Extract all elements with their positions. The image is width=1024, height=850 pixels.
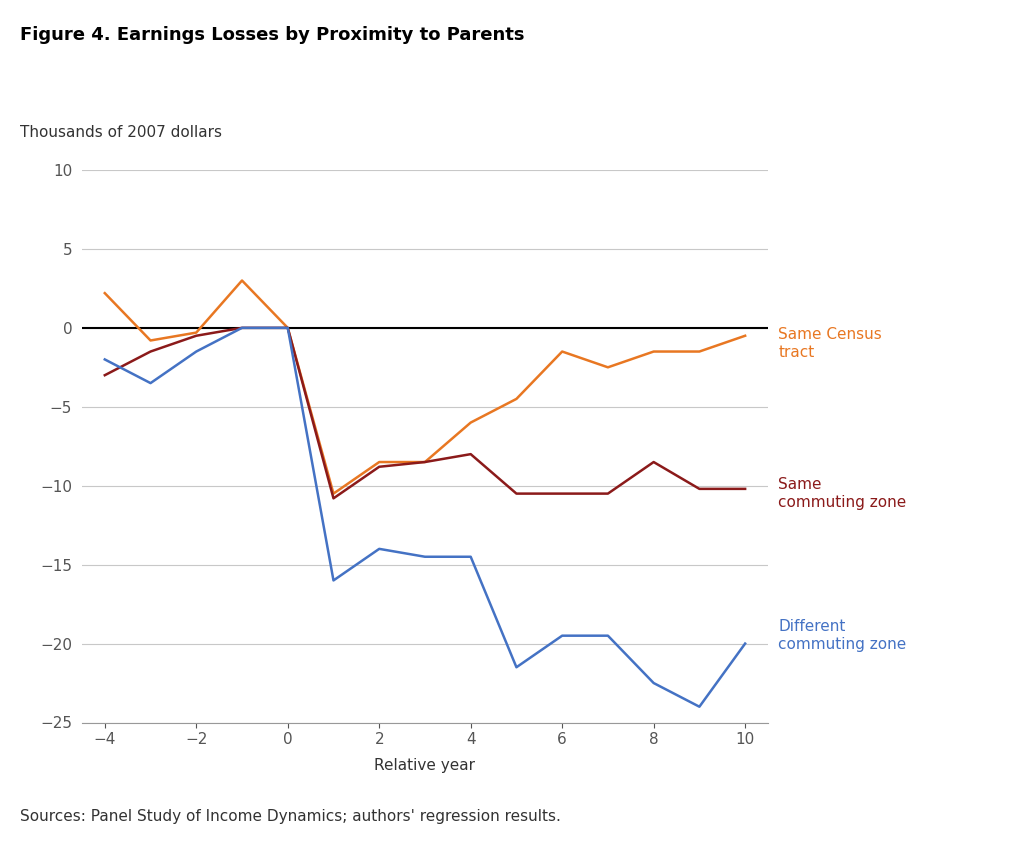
Text: Same Census
tract: Same Census tract <box>778 327 882 360</box>
Text: Figure 4. Earnings Losses by Proximity to Parents: Figure 4. Earnings Losses by Proximity t… <box>20 26 525 43</box>
Text: Different
commuting zone: Different commuting zone <box>778 620 906 652</box>
Text: Thousands of 2007 dollars: Thousands of 2007 dollars <box>20 125 222 140</box>
Text: Same
commuting zone: Same commuting zone <box>778 478 906 510</box>
Text: Sources: Panel Study of Income Dynamics; authors' regression results.: Sources: Panel Study of Income Dynamics;… <box>20 809 561 824</box>
X-axis label: Relative year: Relative year <box>375 758 475 774</box>
